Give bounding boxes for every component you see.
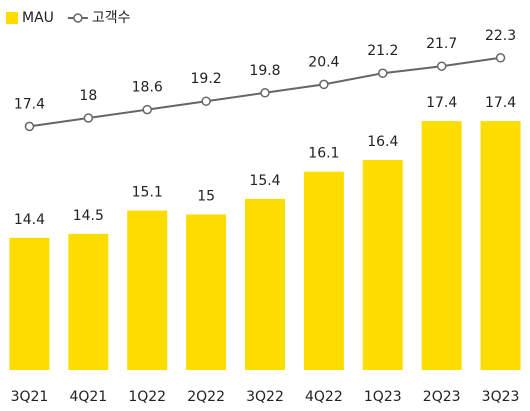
legend-marker bbox=[73, 13, 83, 23]
bar-value-label: 16.1 bbox=[308, 146, 339, 162]
line-marker bbox=[24, 121, 35, 132]
line-marker bbox=[436, 61, 447, 71]
line-marker bbox=[260, 88, 270, 98]
bar-value-label: 16.4 bbox=[367, 134, 398, 150]
line-marker bbox=[83, 113, 94, 123]
line-marker bbox=[319, 79, 329, 90]
bar bbox=[186, 214, 227, 370]
bar bbox=[421, 121, 462, 370]
x-tick-label: 1Q23 bbox=[364, 389, 402, 405]
x-tick-label: 2Q22 bbox=[187, 389, 225, 405]
bar-value-label: 15.1 bbox=[132, 185, 163, 201]
line-value-label: 20.4 bbox=[308, 54, 339, 70]
bar bbox=[9, 237, 50, 370]
bar bbox=[245, 198, 285, 370]
line-value-label: 19.2 bbox=[191, 71, 222, 87]
x-tick-label: 3Q22 bbox=[246, 389, 284, 405]
line-marker bbox=[378, 68, 388, 78]
bar-value-label: 14.4 bbox=[14, 212, 45, 228]
bar-value-label: 15.4 bbox=[249, 173, 280, 189]
line-marker bbox=[142, 104, 152, 115]
bar bbox=[303, 171, 344, 370]
x-tick-label: 4Q21 bbox=[69, 389, 107, 405]
bar-value-label: 15 bbox=[197, 188, 215, 204]
bar-value-label: 14.5 bbox=[73, 208, 104, 224]
x-tick-label: 4Q22 bbox=[305, 389, 343, 405]
x-tick-label: 1Q22 bbox=[128, 389, 166, 405]
line-value-label: 18.6 bbox=[132, 80, 163, 96]
line-marker bbox=[201, 96, 211, 106]
bar-value-label: 17.4 bbox=[426, 95, 457, 111]
line-value-label: 21.2 bbox=[367, 43, 398, 59]
line-value-label: 22.3 bbox=[485, 28, 516, 44]
x-tick-label: 2Q23 bbox=[423, 389, 461, 405]
bar bbox=[127, 210, 168, 370]
bar bbox=[362, 160, 403, 370]
bar bbox=[68, 233, 109, 370]
line-value-label: 21.7 bbox=[426, 36, 457, 52]
line-value-label: 19.8 bbox=[249, 63, 280, 79]
x-tick-label: 3Q21 bbox=[11, 389, 49, 405]
legend-label: 고객수 bbox=[92, 10, 131, 26]
line-value-label: 18 bbox=[79, 88, 97, 104]
bar-value-label: 17.4 bbox=[485, 95, 516, 111]
legend-swatch bbox=[6, 12, 18, 24]
x-tick-label: 3Q23 bbox=[482, 389, 520, 405]
legend-label: MAU bbox=[22, 10, 54, 26]
bar bbox=[480, 121, 521, 370]
line-marker bbox=[495, 53, 506, 63]
line-value-label: 17.4 bbox=[14, 96, 45, 112]
